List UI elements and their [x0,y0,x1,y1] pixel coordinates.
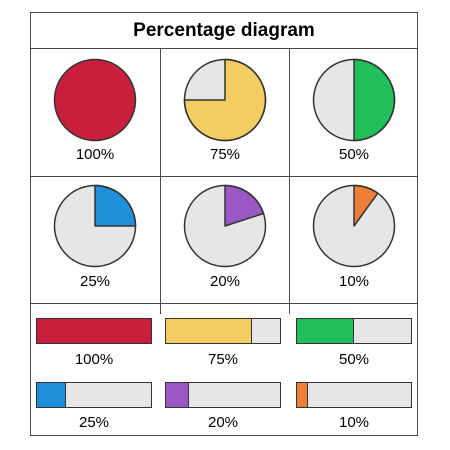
bar-label: 10% [338,414,370,431]
pie-chart-1 [53,58,137,142]
progress-bar-fill [166,383,189,407]
bar-label: 100% [74,351,114,368]
grid-divider [289,49,290,314]
pie-label: 20% [209,273,241,290]
pie-chart-4 [53,184,137,268]
progress-bar-fill [297,383,309,407]
pie-chart-6 [312,184,396,268]
pie-outline [53,58,137,142]
bar-label: 25% [78,414,110,431]
pie-outline [53,184,137,268]
pie-label: 50% [338,146,370,163]
progress-bar-fill [297,319,354,343]
bar-label: 50% [338,351,370,368]
grid-divider [31,176,417,177]
progress-bar-fill [37,319,151,343]
progress-bar-5 [165,382,281,408]
pie-outline [183,184,267,268]
grid-divider [160,49,161,314]
pie-label: 10% [338,273,370,290]
bar-label: 20% [207,414,239,431]
progress-bar-fill [37,383,66,407]
pie-background [54,59,136,141]
progress-bar-6 [296,382,412,408]
pie-outline [312,184,396,268]
pie-outline [183,58,267,142]
pie-label: 75% [209,146,241,163]
progress-bar-fill [166,319,252,343]
progress-bar-4 [36,382,152,408]
progress-bar-3 [296,318,412,344]
pie-outline [312,58,396,142]
diagram-frame: Percentage diagram [30,12,418,436]
bar-label: 75% [207,351,239,368]
page-title: Percentage diagram [133,19,315,41]
grid-divider [31,303,417,304]
progress-bar-1 [36,318,152,344]
pie-label: 100% [75,146,115,163]
title-row: Percentage diagram [31,13,417,49]
pie-chart-5 [183,184,267,268]
pie-chart-2 [183,58,267,142]
pie-label: 25% [79,273,111,290]
progress-bar-2 [165,318,281,344]
pie-chart-3 [312,58,396,142]
